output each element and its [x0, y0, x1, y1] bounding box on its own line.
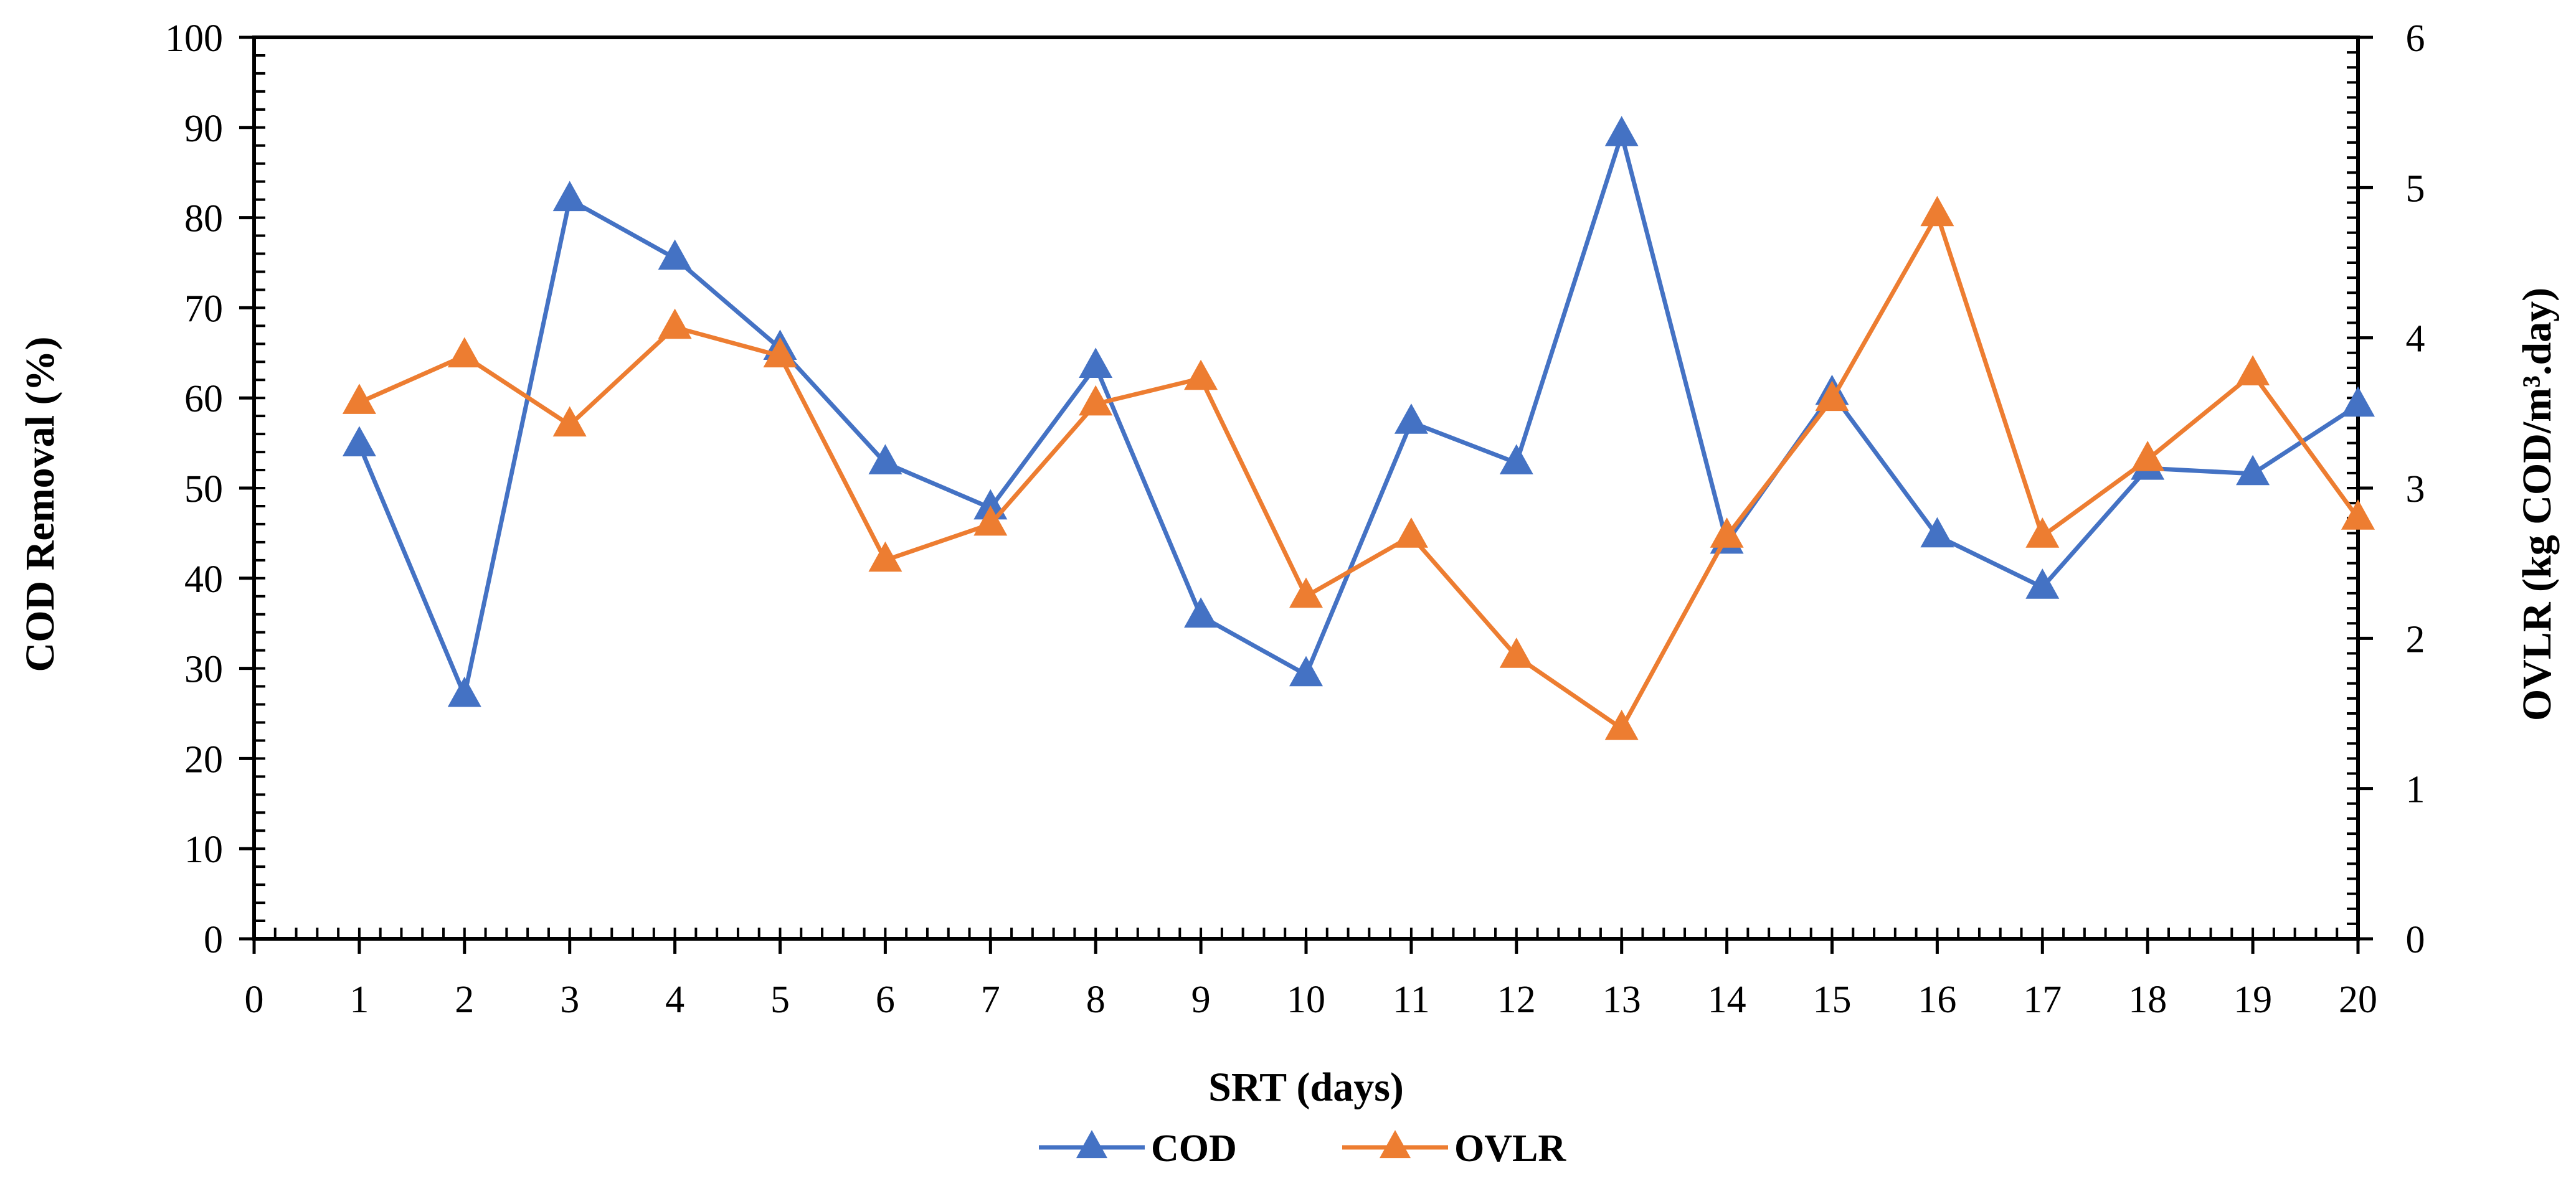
y2-tick-label: 1	[2406, 769, 2425, 811]
y-tick-label: 90	[184, 108, 223, 150]
legend-label-ovlr: OVLR	[1454, 1127, 1566, 1170]
x-tick-label: 19	[2233, 979, 2272, 1021]
cod-point	[1499, 444, 1533, 474]
legend-item-cod: COD	[1039, 1127, 1237, 1170]
y-tick-label: 100	[165, 17, 223, 60]
ovlr-point	[1079, 385, 1113, 416]
y2-tick-label: 2	[2406, 618, 2425, 661]
ovlr-point	[447, 337, 481, 368]
ovlr-point	[552, 406, 587, 437]
x-tick-label: 20	[2339, 979, 2377, 1021]
x-tick-label: 6	[876, 979, 895, 1021]
cod-point	[658, 239, 692, 270]
x-tick-label: 3	[560, 979, 579, 1021]
ovlr-point	[1815, 380, 1849, 412]
cod-point	[342, 426, 376, 456]
x-tick-label: 18	[2128, 979, 2167, 1021]
series-cod	[342, 116, 2375, 707]
cod-point	[1394, 403, 1428, 434]
cod-point	[1920, 517, 1954, 548]
x-tick-label: 0	[245, 979, 264, 1021]
ovlr-point	[763, 337, 797, 368]
ovlr-point	[1289, 577, 1323, 608]
y2-tick-label: 0	[2406, 919, 2425, 961]
x-axis-title: SRT (days)	[1208, 1065, 1404, 1110]
ovlr-point	[1604, 710, 1639, 740]
x-tick-label: 8	[1086, 979, 1106, 1021]
x-tick-label: 7	[981, 979, 1000, 1021]
y2-tick-label: 5	[2406, 167, 2425, 210]
y2-axis-title: OVLR (kg COD/m³.day)	[2514, 288, 2560, 721]
x-tick-label: 15	[1813, 979, 1852, 1021]
legend-marker-cod	[1076, 1130, 1107, 1159]
legend-marker-ovlr	[1380, 1130, 1411, 1159]
ovlr-point	[658, 308, 692, 339]
y-tick-label: 70	[184, 288, 223, 330]
cod-point	[1079, 347, 1113, 378]
ovlr-point	[2025, 517, 2060, 548]
legend-label-cod: COD	[1151, 1127, 1237, 1170]
cod-point	[1289, 656, 1323, 687]
x-tick-label: 5	[770, 979, 790, 1021]
ovlr-point	[342, 383, 376, 414]
ovlr-point	[868, 541, 902, 572]
series-ovlr	[342, 195, 2375, 740]
y-tick-label: 20	[184, 738, 223, 781]
ovlr-point	[1184, 359, 1218, 390]
x-tick-label: 1	[349, 979, 369, 1021]
y-tick-label: 50	[184, 468, 223, 511]
cod-point	[552, 181, 587, 212]
cod-point	[2025, 568, 2060, 599]
cod-point	[2341, 386, 2375, 417]
y-tick-label: 40	[184, 558, 223, 601]
y2-tick-label: 4	[2406, 318, 2425, 360]
cod-point	[447, 676, 481, 707]
y-axis-title: COD Removal (%)	[17, 337, 63, 672]
ovlr-point	[2236, 355, 2270, 386]
y2-tick-label: 3	[2406, 468, 2425, 511]
x-tick-label: 10	[1287, 979, 1325, 1021]
x-tick-label: 11	[1393, 979, 1430, 1021]
ovlr-line	[358, 212, 2360, 731]
ovlr-point	[2131, 441, 2165, 471]
cod-point	[1604, 116, 1639, 146]
ovlr-point	[1394, 517, 1428, 548]
x-tick-label: 13	[1603, 979, 1641, 1021]
x-tick-label: 9	[1191, 979, 1211, 1021]
x-tick-label: 17	[2023, 979, 2062, 1021]
x-tick-label: 14	[1708, 979, 1746, 1021]
x-tick-label: 12	[1497, 979, 1536, 1021]
cod-point	[868, 444, 902, 474]
ovlr-point	[1920, 195, 1954, 227]
y2-tick-label: 6	[2406, 17, 2425, 60]
x-tick-label: 16	[1918, 979, 1956, 1021]
legend-item-ovlr: OVLR	[1342, 1127, 1566, 1170]
y-tick-label: 0	[204, 919, 223, 961]
ovlr-point	[973, 505, 1008, 536]
cod-point	[2236, 454, 2270, 486]
ovlr-point	[2341, 499, 2375, 530]
x-tick-label: 2	[455, 979, 474, 1021]
y-tick-label: 30	[184, 649, 223, 691]
x-tick-label: 4	[665, 979, 684, 1021]
cod-point	[1184, 597, 1218, 628]
ovlr-point	[1499, 638, 1533, 668]
y-tick-label: 60	[184, 378, 223, 420]
ovlr-point	[1710, 517, 1744, 548]
y-tick-label: 80	[184, 198, 223, 240]
y-tick-label: 10	[184, 829, 223, 871]
cod-line	[357, 132, 2359, 698]
plot-area-frame	[252, 35, 2360, 941]
